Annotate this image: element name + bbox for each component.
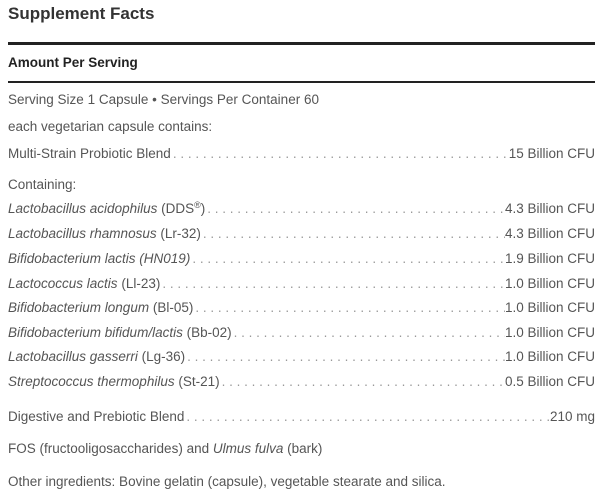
strain-code: (Bb-02) — [186, 325, 232, 340]
strain-name: Streptococcus thermophilus (St-21) — [8, 373, 220, 391]
fos-suffix: (bark) — [287, 441, 323, 456]
strain-code: (Lg-36) — [141, 349, 186, 364]
fos-italic: Ulmus fulva — [212, 441, 284, 456]
dot-leader — [171, 145, 509, 163]
strain-name: Lactococcus lactis (Ll-23) — [8, 275, 160, 293]
strain-species: Lactobacillus gasserri — [8, 349, 138, 364]
other-ingredients: Other ingredients: Bovine gelatin (capsu… — [8, 474, 446, 489]
fos-line: FOS (fructooligosaccharides) and Ulmus f… — [8, 440, 595, 458]
strain-code: (Ll-23) — [121, 276, 161, 291]
serving-info: Serving Size 1 Capsule • Servings Per Co… — [8, 91, 595, 109]
capsule-note: each vegetarian capsule contains: — [8, 119, 213, 134]
strain-amount: 1.0 Billion CFU — [504, 300, 595, 315]
thick-divider — [8, 42, 595, 45]
dot-leader — [201, 225, 505, 243]
strain-name: Lactobacillus gasserri (Lg-36) — [8, 348, 185, 366]
blend-amount: 210 mg — [549, 409, 595, 424]
panel-title: Supplement Facts — [8, 4, 155, 23]
blend-row: Digestive and Prebiotic Blend 210 mg — [8, 408, 595, 426]
strain-code: (Lr-32) — [160, 226, 201, 241]
strain-row: Lactobacillus rhamnosus (Lr-32) 4.3 Bill… — [8, 225, 595, 243]
strain-species: Bifidobacterium lactis (HN019) — [8, 251, 191, 266]
dot-leader — [205, 200, 505, 218]
strain-name: Lactobacillus acidophilus (DDS®) — [8, 200, 205, 218]
servings-label: Servings Per Container — [160, 92, 301, 107]
dot-leader — [232, 324, 505, 342]
strain-amount: 0.5 Billion CFU — [504, 374, 595, 389]
strain-species: Lactobacillus acidophilus — [8, 201, 158, 216]
strain-species: Lactococcus lactis — [8, 276, 118, 291]
strain-row: Lactococcus lactis (Ll-23) 1.0 Billion C… — [8, 275, 595, 293]
blend-row: Multi-Strain Probiotic Blend 15 Billion … — [8, 145, 595, 163]
strain-amount: 4.3 Billion CFU — [504, 201, 595, 216]
strain-species: Bifidobacterium bifidum/lactis — [8, 325, 183, 340]
strain-row: Bifidobacterium longum (Bl-05) 1.0 Billi… — [8, 299, 595, 317]
dot-leader — [190, 250, 505, 268]
registered-mark: ® — [194, 200, 201, 210]
blend-name: Multi-Strain Probiotic Blend — [8, 146, 171, 161]
dot-leader — [220, 373, 505, 391]
amount-per-serving-header: Amount Per Serving — [8, 55, 138, 70]
dot-leader — [185, 348, 505, 366]
serving-size-value: 1 Capsule — [87, 92, 149, 107]
dot-leader — [160, 275, 505, 293]
containing-label: Containing: — [8, 177, 77, 192]
blend-amount: 15 Billion CFU — [508, 146, 595, 161]
strain-species: Streptococcus thermophilus — [8, 374, 175, 389]
dot-leader — [184, 408, 550, 426]
servings-value: 60 — [303, 92, 319, 107]
strain-row: Lactobacillus gasserri (Lg-36) 1.0 Billi… — [8, 348, 595, 366]
strain-amount: 1.0 Billion CFU — [504, 325, 595, 340]
dot-leader — [193, 299, 505, 317]
fos-prefix: FOS (fructooligosaccharides) and — [8, 441, 210, 456]
strain-amount: 1.0 Billion CFU — [504, 276, 595, 291]
strain-row: Lactobacillus acidophilus (DDS®) 4.3 Bil… — [8, 200, 595, 218]
separator-bullet: • — [152, 92, 157, 107]
blend-name: Digestive and Prebiotic Blend — [8, 409, 185, 424]
strain-name: Bifidobacterium lactis (HN019) — [8, 250, 190, 268]
strain-species: Lactobacillus rhamnosus — [8, 226, 157, 241]
divider — [8, 81, 595, 83]
strain-amount: 1.0 Billion CFU — [504, 349, 595, 364]
strain-row: Streptococcus thermophilus (St-21) 0.5 B… — [8, 373, 595, 391]
strain-code: (Bl-05) — [152, 300, 194, 315]
strain-name: Bifidobacterium longum (Bl-05) — [8, 299, 193, 317]
strain-amount: 1.9 Billion CFU — [504, 251, 595, 266]
strain-row: Bifidobacterium bifidum/lactis (Bb-02) 1… — [8, 324, 595, 342]
strain-name: Bifidobacterium bifidum/lactis (Bb-02) — [8, 324, 232, 342]
strain-code: (St-21) — [178, 374, 220, 389]
strain-species: Bifidobacterium longum — [8, 300, 150, 315]
strain-name: Lactobacillus rhamnosus (Lr-32) — [8, 225, 201, 243]
strain-code: (DDS — [161, 201, 195, 216]
strain-row: Bifidobacterium lactis (HN019) 1.9 Billi… — [8, 250, 595, 268]
strain-code-close: ) — [200, 201, 206, 216]
strain-amount: 4.3 Billion CFU — [504, 226, 595, 241]
serving-size-label: Serving Size — [8, 92, 84, 107]
